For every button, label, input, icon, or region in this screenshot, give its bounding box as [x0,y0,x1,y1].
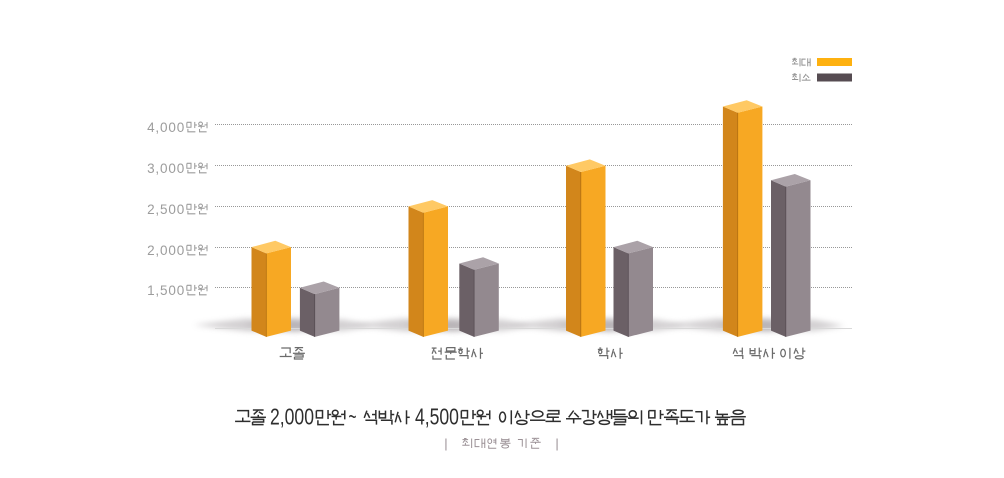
svg-text:1,500: 1,500 [147,283,185,298]
svg-text:~: ~ [348,404,356,430]
svg-text:4,000: 4,000 [147,120,185,135]
svg-text:3,000: 3,000 [147,161,185,176]
svg-text:2,500: 2,500 [147,202,185,217]
svg-text:2,000: 2,000 [147,243,185,258]
svg-text:2,000: 2,000 [270,404,314,430]
svg-text:|: | [444,436,447,451]
svg-text:4,500: 4,500 [415,404,459,430]
svg-text:|: | [555,436,558,451]
